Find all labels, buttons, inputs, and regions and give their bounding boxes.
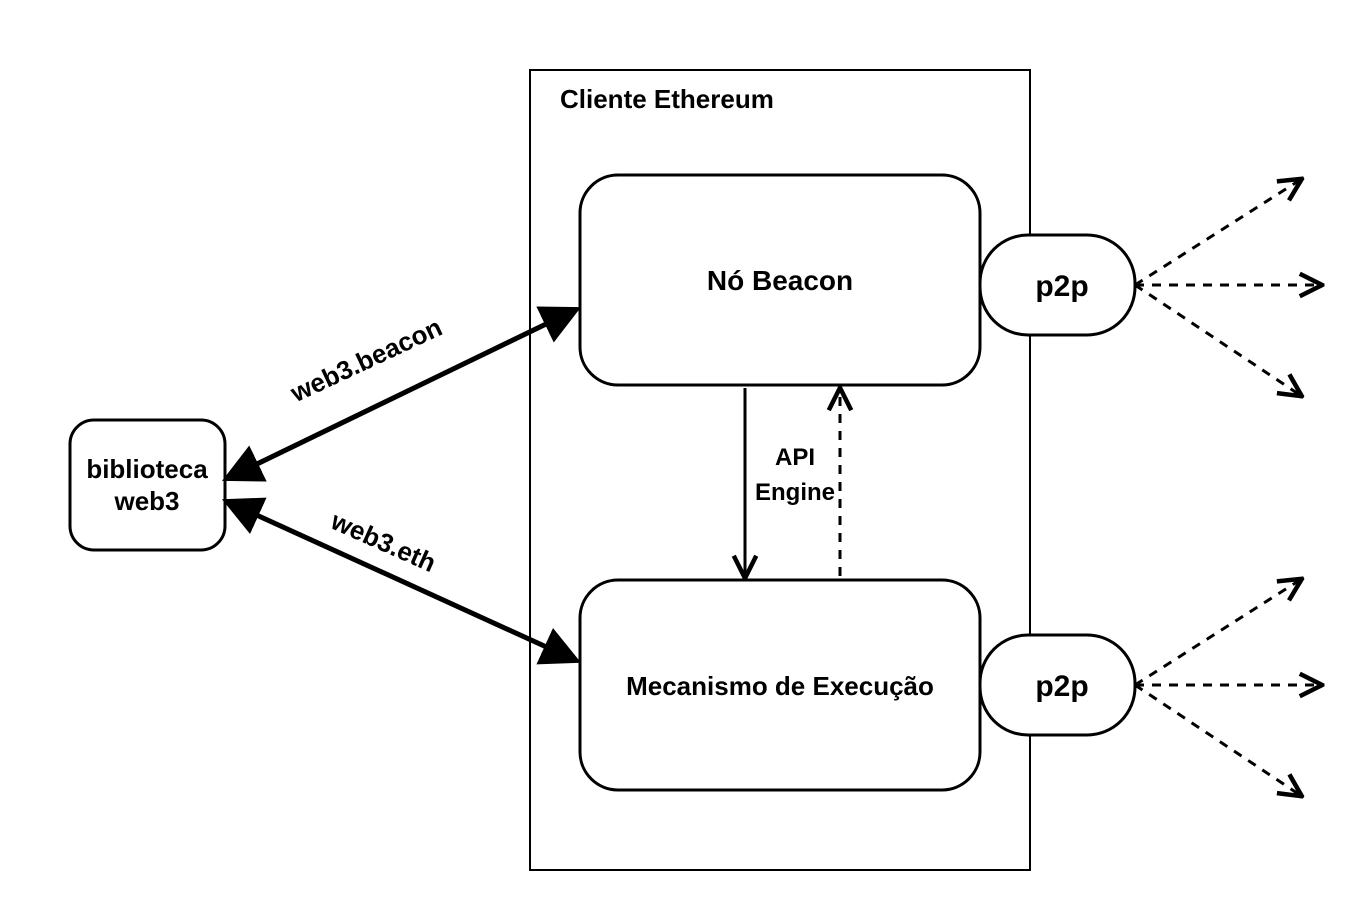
api-engine-label-line1: API [775,444,815,471]
architecture-diagram: Cliente Ethereum Nó Beacon Mecanismo de … [0,0,1368,899]
p2p-top-label: p2p [1035,270,1088,303]
edge-lib-exec-label: web3.eth [326,505,441,578]
edge-lib-beacon-label: web3.beacon [285,312,447,409]
edge-lib-exec [228,502,575,660]
p2p-bottom-rays [1135,580,1320,795]
p2p-bottom-label: p2p [1035,670,1088,703]
beacon-node-label: Nó Beacon [707,265,853,296]
p2p-top-rays [1135,180,1320,395]
execution-engine-label: Mecanismo de Execução [626,671,934,701]
library-node-label-line2: web3 [113,486,179,516]
library-node-label-line1: biblioteca [86,454,208,484]
api-engine-label-line2: Engine [755,479,835,506]
client-container-label: Cliente Ethereum [560,84,774,114]
library-node-box [70,420,225,550]
